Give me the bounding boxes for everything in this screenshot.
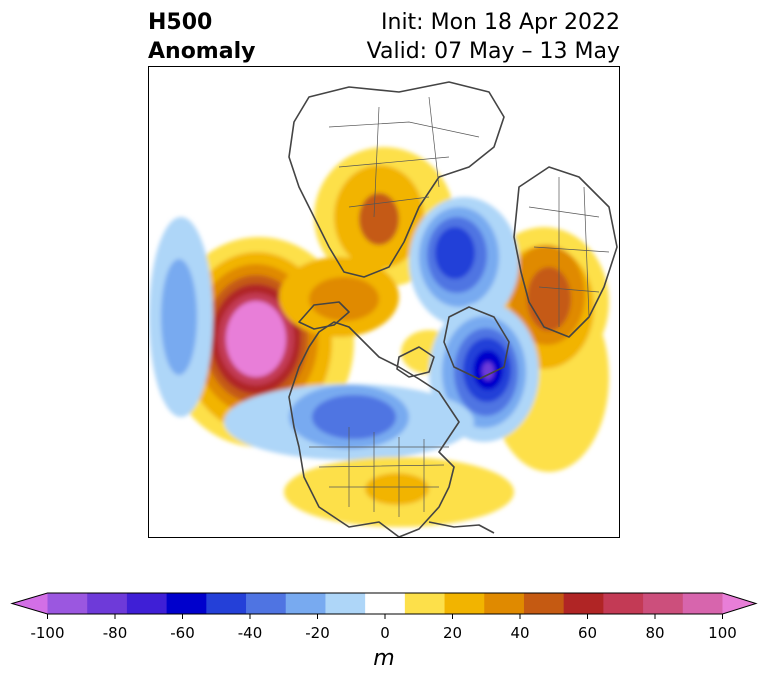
colorbar-segment xyxy=(444,593,485,614)
map-canvas xyxy=(149,81,618,537)
title-variable: H500 xyxy=(148,10,213,35)
colorbar-segment xyxy=(682,593,723,614)
colorbar-tick-label: -20 xyxy=(305,624,330,642)
colorbar-segment xyxy=(404,593,446,614)
colorbar-segment xyxy=(365,593,406,614)
coast-asia xyxy=(288,81,505,278)
contour-pacific-pos-max xyxy=(226,301,286,377)
colorbar xyxy=(10,592,758,619)
colorbar-ticks xyxy=(47,614,723,619)
colorbar-segments xyxy=(12,593,756,614)
colorbar-segment xyxy=(484,593,525,614)
colorbar-segment xyxy=(246,593,287,614)
contour-arctic-pos-60 xyxy=(359,193,399,245)
contour-namerica-neg-60 xyxy=(312,395,396,439)
contour-southus-pos-40 xyxy=(365,473,429,505)
colorbar-tick-label: -80 xyxy=(102,624,128,642)
init-date: Init: Mon 18 Apr 2022 xyxy=(381,10,620,35)
contour-eurasia-pos-80 xyxy=(527,267,571,331)
colorbar-segment xyxy=(126,593,168,614)
colorbar-tick-label: 40 xyxy=(510,624,530,642)
colorbar-tick-label: 100 xyxy=(708,624,737,642)
colorbar-segment xyxy=(87,593,128,614)
colorbar-tick-label: -60 xyxy=(170,624,195,642)
colorbar-tick-label: 20 xyxy=(442,624,463,642)
colorbar-tick-label: 0 xyxy=(380,624,390,642)
colorbar-segment xyxy=(206,593,247,614)
anomaly-contours xyxy=(149,147,609,527)
colorbar-segment xyxy=(523,593,565,614)
contour-arctic-neg-80 xyxy=(435,227,475,279)
contour-westpac-neg-40 xyxy=(161,259,197,375)
colorbar-segment xyxy=(603,593,644,614)
colorbar-segment xyxy=(643,593,684,614)
valid-range: Valid: 07 May – 13 May xyxy=(366,39,620,64)
asia-borders xyxy=(328,96,480,218)
borders xyxy=(309,96,610,517)
colorbar-tick-label: -100 xyxy=(30,624,65,642)
title-type: Anomaly xyxy=(148,39,256,64)
anomaly-map xyxy=(148,66,620,538)
colorbar-extend-max xyxy=(722,593,756,614)
map-title: H500 Anomaly xyxy=(148,8,255,66)
colorbar-segment xyxy=(563,593,604,614)
coast-north-america xyxy=(288,321,460,537)
colorbar-tick-label: 60 xyxy=(577,624,598,642)
colorbar-segment xyxy=(47,593,88,614)
coast-greenland xyxy=(443,306,510,380)
coast-alaska xyxy=(298,301,350,330)
colorbar-segment xyxy=(285,593,326,614)
map-dates: Init: Mon 18 Apr 2022 Valid: 07 May – 13… xyxy=(367,8,620,66)
colorbar-tick-label: -40 xyxy=(237,624,263,642)
colorbar-unit: m xyxy=(373,646,395,671)
colorbar-segment xyxy=(166,593,207,614)
colorbar-segment xyxy=(325,593,366,614)
coast-caribbean xyxy=(428,521,495,534)
colorbar-tick-label: 80 xyxy=(645,624,665,642)
colorbar-extend-min xyxy=(12,593,48,614)
coast-hudson-bay xyxy=(396,346,435,378)
contour-bering-pos-60 xyxy=(309,277,379,321)
europe-borders xyxy=(528,177,610,327)
us-state-borders xyxy=(309,427,449,517)
